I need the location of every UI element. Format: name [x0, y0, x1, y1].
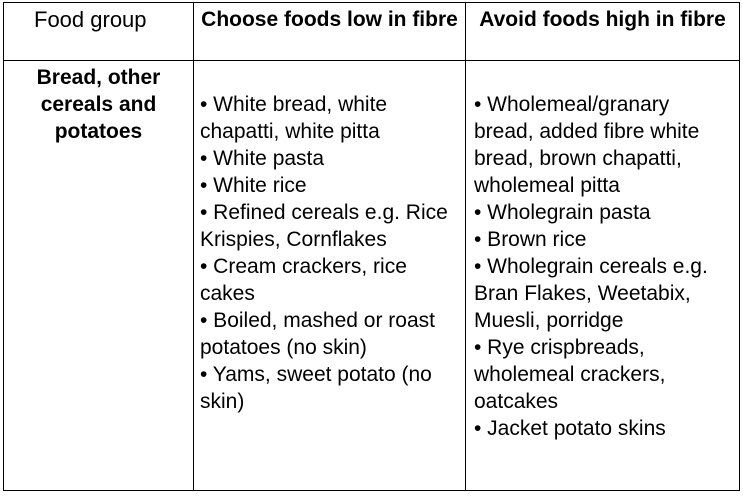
list-item: • Yams, sweet potato (no skin) — [200, 363, 432, 413]
food-group-cell: Bread, other cereals and potatoes — [3, 60, 194, 491]
header-avoid-high-fibre: Avoid foods high in fibre — [465, 2, 740, 61]
avoid-high-fibre-list: • Wholemeal/granary bread, added fibre w… — [474, 91, 733, 442]
list-item: • White bread, white chapatti, white pit… — [200, 93, 388, 143]
list-item: • Refined cereals e.g. Rice Krispies, Co… — [200, 201, 448, 251]
choose-low-fibre-cell: • White bread, white chapatti, white pit… — [193, 60, 466, 491]
list-item: • Rye crispbreads, wholemeal crackers, o… — [474, 336, 666, 413]
list-item: • Jacket potato skins — [474, 417, 666, 440]
table-row: Bread, other cereals and potatoes • Whit… — [3, 60, 740, 491]
list-item: • Wholegrain pasta — [474, 201, 651, 224]
list-item: • Wholegrain cereals e.g. Bran Flakes, W… — [474, 255, 708, 332]
list-item: • Wholemeal/granary bread, added fibre w… — [474, 93, 700, 197]
table-header-row: Food group Choose foods low in fibre Avo… — [3, 2, 740, 61]
list-item: • Brown rice — [474, 228, 587, 251]
header-choose-low-fibre: Choose foods low in fibre — [193, 2, 466, 61]
choose-low-fibre-list: • White bread, white chapatti, white pit… — [200, 91, 459, 415]
fibre-guide-table: Food group Choose foods low in fibre Avo… — [3, 2, 740, 491]
list-item: • Boiled, mashed or roast potatoes (no s… — [200, 309, 435, 359]
header-food-group: Food group — [3, 2, 194, 61]
list-item: • White rice — [200, 174, 307, 197]
avoid-high-fibre-cell: • Wholemeal/granary bread, added fibre w… — [465, 60, 740, 491]
list-item: • Cream crackers, rice cakes — [200, 255, 407, 305]
list-item: • White pasta — [200, 147, 325, 170]
